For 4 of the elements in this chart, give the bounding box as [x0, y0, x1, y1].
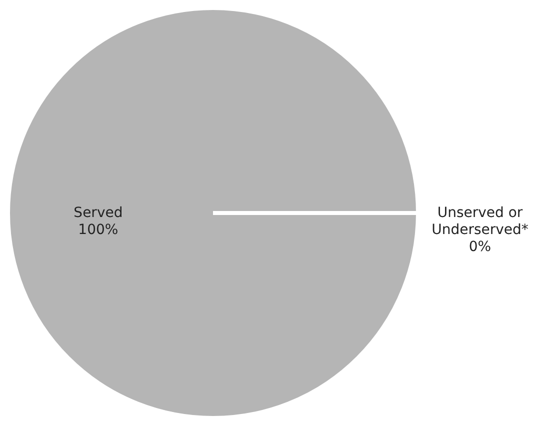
category-label: Unserved or Underserved*	[432, 205, 528, 238]
slice-label: Served	[74, 205, 123, 221]
data-label: 100%	[78, 222, 118, 238]
text: 0%	[468, 239, 492, 255]
